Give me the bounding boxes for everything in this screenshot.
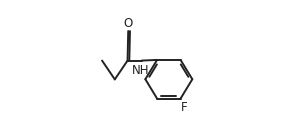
Text: NH: NH <box>132 64 150 77</box>
Text: F: F <box>181 102 187 114</box>
Text: O: O <box>124 17 133 30</box>
